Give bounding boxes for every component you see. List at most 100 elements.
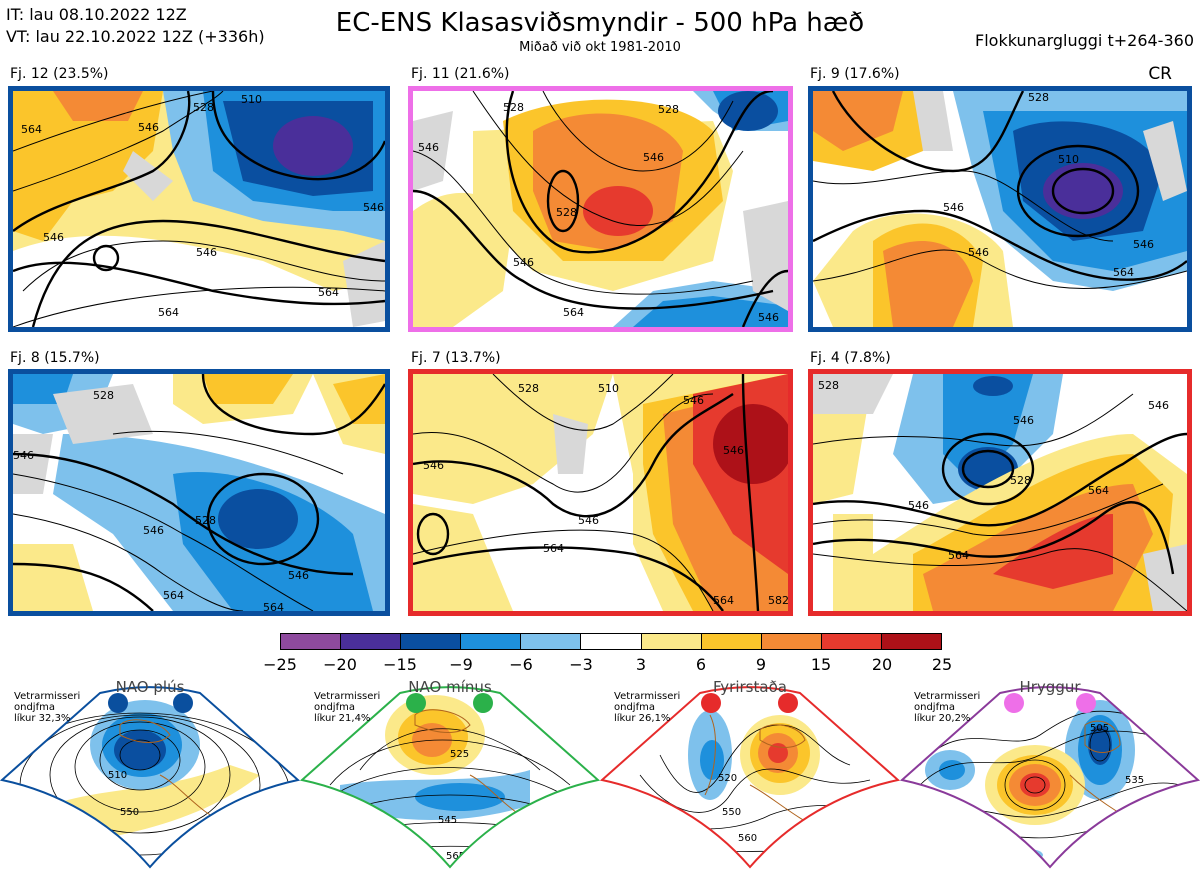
colorbar xyxy=(280,633,942,650)
colorbar-swatch xyxy=(341,634,402,649)
regime-title: NAO mínus xyxy=(408,678,492,696)
regime-title: Hryggur xyxy=(1019,678,1081,696)
contour-label: 564 xyxy=(263,601,284,611)
contour-label: 528 xyxy=(818,379,839,392)
contour-label: 525 xyxy=(450,749,469,760)
colorbar-tick: 3 xyxy=(635,655,647,674)
contour-label: 535 xyxy=(1125,775,1144,786)
contour-label: 546 xyxy=(1013,414,1034,427)
colorbar-tick: 15 xyxy=(810,655,832,674)
header-info: IT: lau 08.10.2022 12Z VT: lau 22.10.202… xyxy=(6,4,265,48)
contour-label: 528 xyxy=(503,101,524,114)
panel-label-5: Fj. 7 (13.7%) xyxy=(411,350,501,366)
colorbar-tick: −15 xyxy=(383,655,417,674)
contour-label: 546 xyxy=(758,311,779,324)
contour-label: 564 xyxy=(318,286,339,299)
contour-label: 546 xyxy=(643,151,664,164)
contour-label: 546 xyxy=(138,121,159,134)
page-subtitle: Miðað við okt 1981-2010 xyxy=(519,40,681,55)
valid-time: VT: lau 22.10.2022 12Z (+336h) xyxy=(6,27,265,46)
colorbar-swatch xyxy=(701,634,762,649)
contour-label: 546 xyxy=(1133,238,1154,251)
contour-label: 564 xyxy=(563,306,584,319)
colorbar-swatch xyxy=(461,634,522,649)
regime-info: Vetrarmisseri ondjfma líkur 32,3% xyxy=(14,691,81,724)
colorbar-swatch xyxy=(821,634,882,649)
colorbar-swatch xyxy=(521,634,582,649)
contour-label: 546 xyxy=(418,141,439,154)
contour-label: 505 xyxy=(1090,723,1109,734)
contour-label: 528 xyxy=(93,389,114,402)
contour-label: 510 xyxy=(598,382,619,395)
cluster-map-2: 546 528 546 528 546 564 528 546 xyxy=(408,86,793,332)
contour-label: 520 xyxy=(718,773,737,784)
contour-label: 564 xyxy=(543,542,564,555)
contour-label: 528 xyxy=(556,206,577,219)
contour-label: 546 xyxy=(943,201,964,214)
contour-label: 564 xyxy=(1088,484,1109,497)
classification-window: Flokkunargluggi t+264-360 xyxy=(975,31,1194,50)
panel-label-2: Fj. 11 (21.6%) xyxy=(411,66,510,82)
colorbar-tick: 6 xyxy=(695,655,707,674)
regime-info: Vetrarmisseri ondjfma líkur 21,4% xyxy=(314,691,381,724)
regime-nao-plus: 510 550 NAO plús Vetrarmisseri ondjfma l… xyxy=(0,675,300,871)
contour-label: 528 xyxy=(195,514,216,527)
colorbar-tick: −25 xyxy=(263,655,297,674)
contour-label: 546 xyxy=(908,499,929,512)
cluster-map-1: 564 546 546 528 510 546 564 564 546 xyxy=(8,86,390,332)
panel-label-1: Fj. 12 (23.5%) xyxy=(10,66,109,82)
regime-title: NAO plús xyxy=(115,678,185,696)
contour-label: 528 xyxy=(1010,474,1031,487)
contour-label: 560 xyxy=(1137,821,1156,832)
colorbar-tick: 25 xyxy=(931,655,953,674)
contour-label: 560 xyxy=(738,833,757,844)
contour-label: 510 xyxy=(1058,153,1079,166)
panel-label-6: Fj. 4 (7.8%) xyxy=(810,350,891,366)
colorbar-swatch xyxy=(581,634,642,649)
regime-marker xyxy=(473,693,493,713)
regime-marker xyxy=(1076,693,1096,713)
colorbar-tick: −20 xyxy=(323,655,357,674)
contour-label: 546 xyxy=(363,201,384,214)
colorbar-tick: −3 xyxy=(569,655,593,674)
regime-blocking: 520 550 560 Fyrirstaða Vetrarmisseri ond… xyxy=(600,675,900,871)
colorbar-swatch xyxy=(401,634,462,649)
regime-nao-minus: 525 545 565 NAO mínus Vetrarmisseri ondj… xyxy=(300,675,600,871)
regime-marker xyxy=(1004,693,1024,713)
regime-info: Vetrarmisseri ondjfma líkur 26,1% xyxy=(614,691,681,724)
colorbar-swatch xyxy=(641,634,702,649)
cluster-map-6: 528 546 528 546 564 564 546 xyxy=(808,369,1192,616)
colorbar-tick: −9 xyxy=(449,655,473,674)
contour-label: 545 xyxy=(438,815,457,826)
contour-label: 546 xyxy=(968,246,989,259)
regime-marker xyxy=(778,693,798,713)
regime-info: Vetrarmisseri ondjfma líkur 20,2% xyxy=(914,691,981,724)
contour-label: 564 xyxy=(713,594,734,607)
contour-label: 546 xyxy=(683,394,704,407)
contour-label: 550 xyxy=(722,807,741,818)
contour-label: 510 xyxy=(241,93,262,106)
page-title: EC-ENS Klasasviðsmyndir - 500 hPa hæð xyxy=(335,8,865,38)
colorbar-swatch xyxy=(881,634,942,649)
cluster-map-5: 546 528 510 546 564 546 564 546 582 xyxy=(408,369,793,616)
panel-label-4: Fj. 8 (15.7%) xyxy=(10,350,100,366)
contour-label: 546 xyxy=(13,449,34,462)
colorbar-swatch xyxy=(761,634,822,649)
regime-marker xyxy=(406,693,426,713)
contour-label: 546 xyxy=(288,569,309,582)
colorbar-tick: −6 xyxy=(509,655,533,674)
contour-label: 564 xyxy=(1113,266,1134,279)
regime-marker xyxy=(173,693,193,713)
contour-label: 582 xyxy=(768,594,788,607)
contour-label: 546 xyxy=(43,231,64,244)
contour-label: 564 xyxy=(163,589,184,602)
panel-label-3: Fj. 9 (17.6%) xyxy=(810,66,900,82)
regime-marker xyxy=(701,693,721,713)
contour-label: 564 xyxy=(948,549,969,562)
contour-label: 564 xyxy=(21,123,42,136)
contour-label: 565 xyxy=(446,851,465,862)
contour-label: 528 xyxy=(1028,91,1049,104)
contour-label: 546 xyxy=(143,524,164,537)
contour-label: 546 xyxy=(423,459,444,472)
regime-ridge: 505 535 560 Hryggur Vetrarmisseri ondjfm… xyxy=(900,675,1200,871)
